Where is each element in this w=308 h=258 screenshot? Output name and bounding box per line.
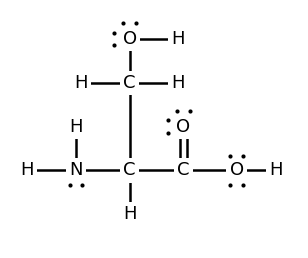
Text: H: H (123, 205, 136, 223)
Text: H: H (21, 161, 34, 179)
Text: H: H (172, 74, 185, 92)
Text: O: O (123, 30, 137, 48)
Text: H: H (269, 161, 282, 179)
Text: O: O (176, 118, 190, 135)
Text: H: H (69, 118, 83, 135)
Text: C: C (124, 161, 136, 179)
Text: C: C (124, 74, 136, 92)
Text: H: H (172, 30, 185, 48)
Text: N: N (69, 161, 83, 179)
Text: C: C (177, 161, 189, 179)
Text: H: H (74, 74, 88, 92)
Text: O: O (230, 161, 244, 179)
